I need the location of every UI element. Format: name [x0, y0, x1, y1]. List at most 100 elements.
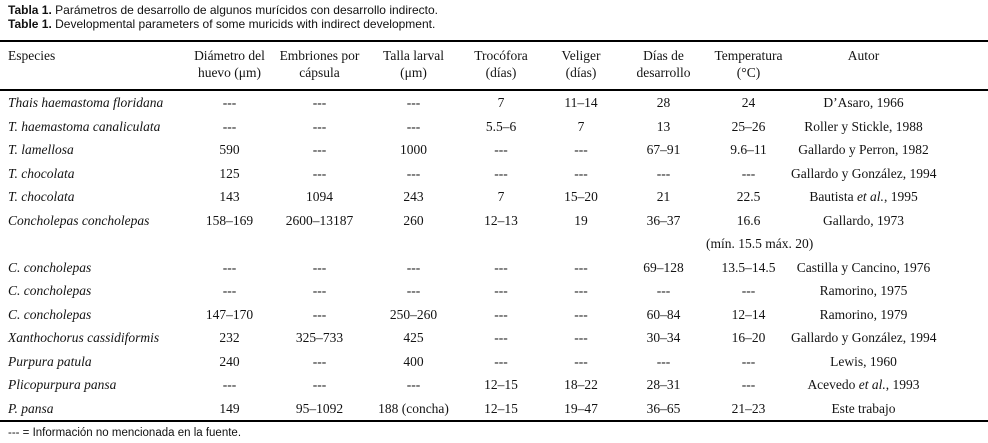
- cell-species: Plicopurpura pansa: [8, 377, 117, 392]
- cell-veliger-days: 11–14: [564, 95, 598, 110]
- author-text: Roller y Stickle, 1988: [804, 118, 923, 134]
- cell-trochophore-days: 7: [497, 95, 505, 110]
- table-row: Purpura patula 240 --- 400 --- --- --- -…: [0, 350, 988, 374]
- table-row: C. concholepas 147–170 --- 250–260 --- -…: [0, 303, 988, 327]
- col-header-development-days: Días de desarrollo: [621, 41, 706, 91]
- cell-veliger-days: 19–47: [564, 400, 598, 416]
- table-caption: Tabla 1. Parámetros de desarrollo de alg…: [0, 0, 988, 31]
- cell-author: Castilla y Cancino, 1976: [791, 256, 988, 280]
- cell-larval-size: ---: [406, 283, 421, 298]
- cell-species: Concholepas concholepas: [8, 212, 150, 228]
- col-header-temperature: Temperatura (°C): [706, 41, 791, 91]
- table-row: T. chocolata 143 1094 243 7 15–20 21 22.…: [0, 185, 988, 209]
- cell-egg-diameter: ---: [222, 283, 237, 298]
- cell-larval-size: ---: [406, 259, 421, 275]
- cell-development-days: 21: [656, 189, 671, 204]
- table-row-temp-note: (mín. 15.5 máx. 20): [0, 232, 988, 256]
- cell-veliger-days: ---: [574, 353, 588, 369]
- cell-trochophore-days: ---: [494, 142, 508, 157]
- cell-temperature: ---: [741, 283, 756, 298]
- header-row: Especies Diámetro del huevo (μm) Embrione…: [0, 41, 988, 91]
- cell-embryos-per-capsule: 1094: [306, 189, 333, 204]
- cell-embryos-per-capsule: ---: [312, 95, 327, 110]
- cell-veliger-days: ---: [574, 165, 588, 181]
- cell-development-days: 60–84: [646, 306, 681, 322]
- cell-embryos-per-capsule: 95–1092: [295, 400, 344, 416]
- header-line: desarrollo: [636, 64, 691, 80]
- cell-larval-size: 400: [403, 353, 424, 369]
- author-text: Gallardo y González, 1994: [791, 165, 937, 181]
- cell-embryos-per-capsule: ---: [312, 353, 327, 369]
- table-row: T. chocolata 125 --- --- --- --- --- ---…: [0, 162, 988, 186]
- table-row: C. concholepas --- --- --- --- --- 69–12…: [0, 256, 988, 280]
- cell-species: C. concholepas: [8, 306, 92, 322]
- header-line: Autor: [847, 48, 880, 63]
- cell-egg-diameter: ---: [222, 118, 237, 134]
- cell-temperature: 13.5–14.5: [721, 259, 776, 275]
- cell-species: T. lamellosa: [8, 142, 74, 157]
- cell-trochophore-days: 12–15: [484, 400, 518, 416]
- author-text: Lewis, 1960: [830, 353, 897, 369]
- cell-author: Bautista et al., 1995: [791, 185, 988, 209]
- cell-egg-diameter: 158–169: [205, 212, 254, 228]
- header-line: huevo (μm): [197, 64, 262, 80]
- cell-larval-size: 1000: [400, 142, 427, 157]
- header-line: Diámetro del: [194, 48, 265, 63]
- cell-empty: [791, 232, 988, 256]
- col-header-embryos-per-capsule: Embriones por cápsula: [273, 41, 366, 91]
- author-year: , 1995: [883, 189, 918, 204]
- cell-egg-diameter: 232: [219, 330, 240, 345]
- cell-egg-diameter: ---: [222, 259, 237, 275]
- cell-embryos-per-capsule: ---: [312, 259, 327, 275]
- cell-veliger-days: ---: [574, 142, 588, 157]
- header-line: (días): [485, 64, 517, 80]
- header-line: (días): [565, 64, 597, 80]
- cell-trochophore-days: ---: [494, 330, 508, 345]
- cell-veliger-days: ---: [574, 283, 588, 298]
- cell-egg-diameter: ---: [222, 95, 237, 110]
- author-text: D’Asaro, 1966: [823, 95, 904, 110]
- cell-development-days: 36–65: [646, 400, 681, 416]
- cell-development-days: 67–91: [646, 142, 681, 157]
- caption-es: Tabla 1. Parámetros de desarrollo de alg…: [8, 3, 980, 18]
- table-row: Concholepas concholepas 158–169 2600–131…: [0, 209, 988, 233]
- caption-en-label: Table 1.: [8, 16, 52, 31]
- cell-temperature: 16–20: [731, 330, 766, 345]
- cell-development-days: ---: [656, 353, 671, 369]
- cell-development-days: 28–31: [646, 377, 681, 392]
- cell-temperature: 21–23: [731, 400, 766, 416]
- cell-species: Xanthochorus cassidiformis: [8, 330, 160, 345]
- table-row: C. concholepas --- --- --- --- --- --- -…: [0, 279, 988, 303]
- cell-larval-size: ---: [406, 118, 421, 134]
- cell-species: T. haemastoma canaliculata: [8, 118, 161, 134]
- cell-temperature: 9.6–11: [730, 142, 767, 157]
- col-header-especies: Especies: [0, 41, 186, 91]
- cell-embryos-per-capsule: 2600–13187: [285, 212, 354, 228]
- cell-trochophore-days: 12–15: [484, 377, 518, 392]
- cell-trochophore-days: ---: [494, 259, 508, 275]
- cell-temperature: 25–26: [731, 118, 766, 134]
- cell-species: T. chocolata: [8, 189, 75, 204]
- cell-author: Gallardo y González, 1994: [791, 162, 988, 186]
- table-footnote: --- = Información no mencionada en la fu…: [8, 427, 242, 439]
- cell-embryos-per-capsule: ---: [312, 165, 327, 181]
- author-year: , 1993: [885, 377, 920, 392]
- cell-trochophore-days: 12–13: [484, 212, 518, 228]
- caption-en: Table 1. Developmental parameters of som…: [8, 16, 980, 32]
- cell-development-days: 30–34: [646, 330, 681, 345]
- cell-embryos-per-capsule: ---: [312, 306, 327, 322]
- cell-author: Gallardo, 1973: [791, 209, 988, 233]
- cell-larval-size: ---: [406, 165, 421, 181]
- table-row: T. lamellosa 590 --- 1000 --- --- 67–91 …: [0, 138, 988, 162]
- cell-veliger-days: ---: [574, 330, 588, 345]
- cell-egg-diameter: 240: [219, 353, 240, 369]
- cell-larval-size: ---: [406, 95, 421, 110]
- cell-species: Thais haemastoma floridana: [8, 95, 164, 110]
- cell-temperature: 24: [741, 95, 756, 110]
- cell-larval-size: 243: [403, 189, 424, 204]
- header-line: Temperatura: [714, 48, 783, 63]
- cell-trochophore-days: ---: [494, 283, 508, 298]
- cell-embryos-per-capsule: 325–733: [295, 330, 344, 345]
- table-row: Thais haemastoma floridana --- --- --- 7…: [0, 90, 988, 115]
- parameters-table: Especies Diámetro del huevo (μm) Embrione…: [0, 40, 988, 422]
